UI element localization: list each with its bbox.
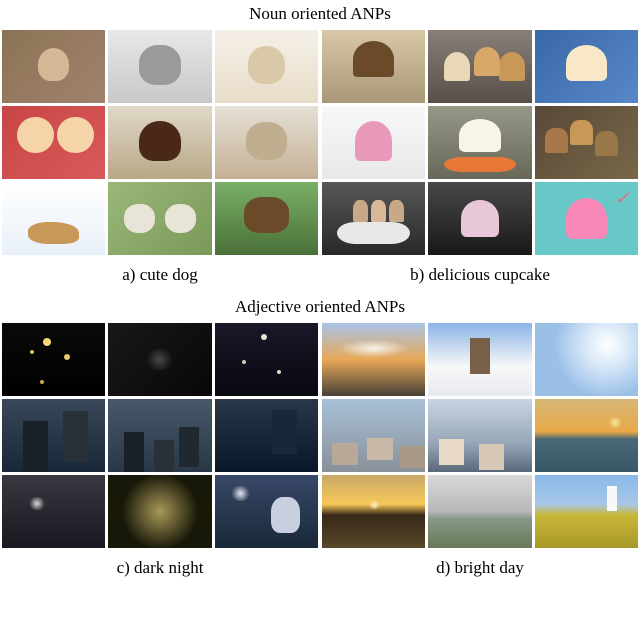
caption-b: b) delicious cupcake xyxy=(320,257,640,293)
day-image xyxy=(535,475,638,548)
grid-cell xyxy=(215,30,318,103)
grid-cell xyxy=(2,182,105,255)
grid-cell xyxy=(108,399,211,472)
grid-cell xyxy=(428,323,531,396)
dog-image xyxy=(2,30,105,103)
caption-d: d) bright day xyxy=(320,550,640,586)
grid-cell xyxy=(2,30,105,103)
cupcake-image xyxy=(322,30,425,103)
cupcake-image xyxy=(428,30,531,103)
day-image xyxy=(322,399,425,472)
cupcake-image xyxy=(428,106,531,179)
grid-cell xyxy=(108,106,211,179)
grid-cell xyxy=(428,30,531,103)
grid-cell xyxy=(428,106,531,179)
dog-image xyxy=(108,182,211,255)
day-image xyxy=(428,399,531,472)
grid-cell xyxy=(215,323,318,396)
dog-image xyxy=(108,30,211,103)
grid-cell xyxy=(215,106,318,179)
dog-image xyxy=(215,182,318,255)
cupcake-image xyxy=(535,182,638,255)
caption-a: a) cute dog xyxy=(0,257,320,293)
day-image xyxy=(535,323,638,396)
day-image xyxy=(428,475,531,548)
caption-c: c) dark night xyxy=(0,550,320,586)
grid-cell xyxy=(322,106,425,179)
night-image xyxy=(108,323,211,396)
panel-b: b) delicious cupcake xyxy=(320,28,640,293)
night-image xyxy=(2,399,105,472)
grid-cell xyxy=(322,475,425,548)
grid-cell xyxy=(322,323,425,396)
adj-section-title: Adjective oriented ANPs xyxy=(0,293,640,321)
grid-cell xyxy=(428,475,531,548)
night-image xyxy=(108,399,211,472)
panel-a: a) cute dog xyxy=(0,28,320,293)
cupcake-image xyxy=(322,182,425,255)
grid-cell xyxy=(322,182,425,255)
night-image xyxy=(108,475,211,548)
cupcake-image xyxy=(535,106,638,179)
grid-cell xyxy=(428,399,531,472)
night-image xyxy=(2,323,105,396)
grid-cell xyxy=(535,106,638,179)
grid-cell xyxy=(535,475,638,548)
grid-cell xyxy=(2,323,105,396)
noun-section-title: Noun oriented ANPs xyxy=(0,0,640,28)
panel-d: d) bright day xyxy=(320,321,640,586)
grid-cell xyxy=(108,323,211,396)
cute-dog-grid xyxy=(0,28,320,257)
grid-cell xyxy=(215,182,318,255)
grid-cell xyxy=(215,399,318,472)
cupcake-grid xyxy=(320,28,640,257)
grid-cell xyxy=(108,475,211,548)
dog-image xyxy=(108,106,211,179)
grid-cell xyxy=(2,475,105,548)
cupcake-image xyxy=(322,106,425,179)
grid-cell xyxy=(535,399,638,472)
grid-cell xyxy=(535,30,638,103)
grid-cell xyxy=(215,475,318,548)
grid-cell xyxy=(2,106,105,179)
dog-image xyxy=(215,30,318,103)
dark-night-grid xyxy=(0,321,320,550)
day-image xyxy=(428,323,531,396)
grid-cell xyxy=(108,30,211,103)
grid-cell xyxy=(535,182,638,255)
night-image xyxy=(2,475,105,548)
dog-image xyxy=(215,106,318,179)
night-image xyxy=(215,399,318,472)
panel-c: c) dark night xyxy=(0,321,320,586)
night-image xyxy=(215,475,318,548)
night-image xyxy=(215,323,318,396)
cupcake-image xyxy=(535,30,638,103)
grid-cell xyxy=(535,323,638,396)
grid-cell xyxy=(322,399,425,472)
dog-image xyxy=(2,182,105,255)
noun-row: a) cute dog b) delicious cupcake xyxy=(0,28,640,293)
grid-cell xyxy=(2,399,105,472)
bright-day-grid xyxy=(320,321,640,550)
grid-cell xyxy=(322,30,425,103)
grid-cell xyxy=(108,182,211,255)
day-image xyxy=(535,399,638,472)
grid-cell xyxy=(428,182,531,255)
day-image xyxy=(322,323,425,396)
dog-image xyxy=(2,106,105,179)
day-image xyxy=(322,475,425,548)
adj-row: c) dark night d) bright day xyxy=(0,321,640,586)
cupcake-image xyxy=(428,182,531,255)
